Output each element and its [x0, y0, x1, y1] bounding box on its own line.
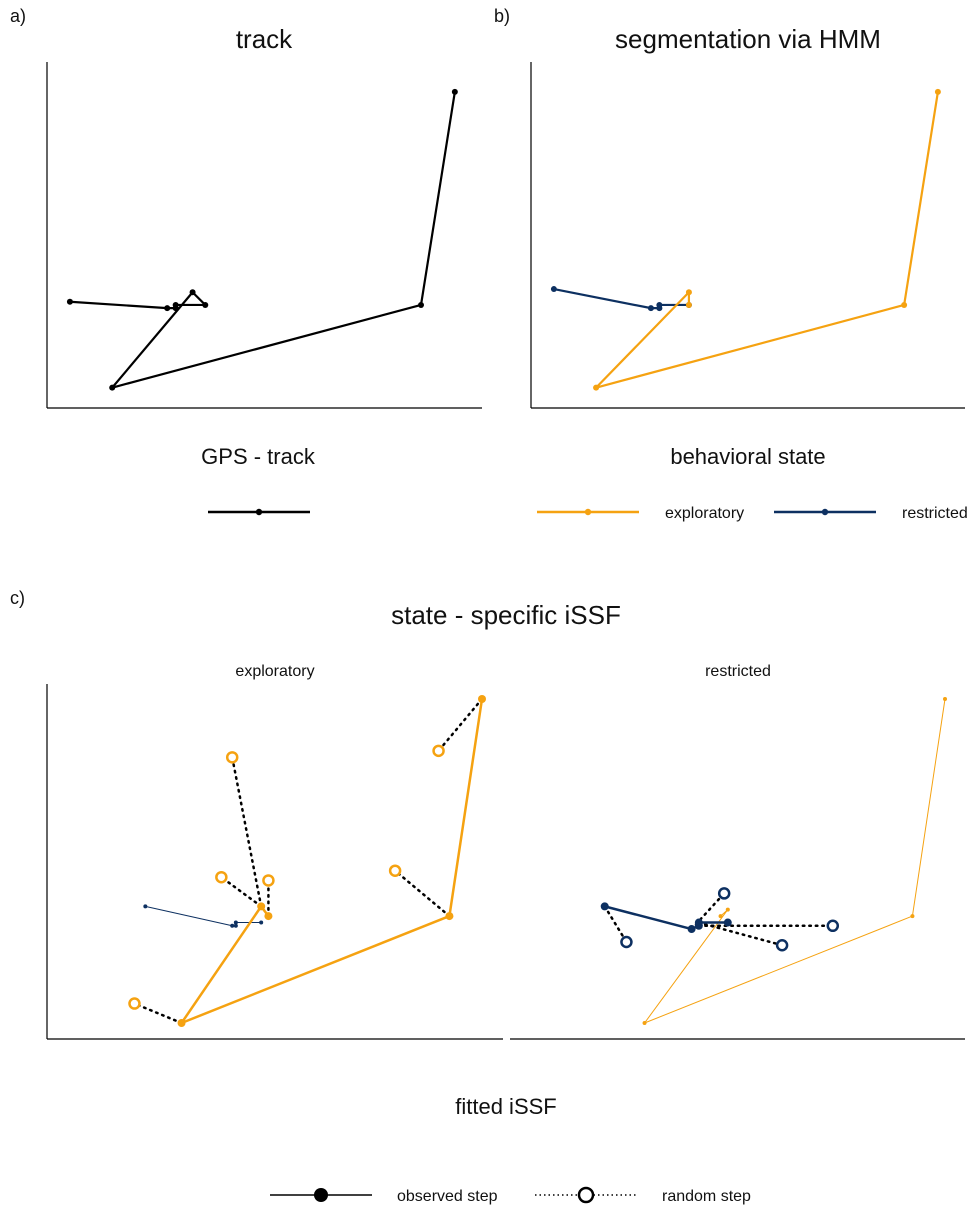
panel-b-axes — [530, 62, 965, 409]
hmm-restricted-segment-point-1 — [647, 305, 654, 312]
panel-c-legend-observed-label: observed step — [397, 1188, 498, 1205]
facet-restricted-observed-restricted-step-point-4 — [723, 918, 732, 927]
panel-c-legend-observed-key — [270, 1188, 372, 1202]
facet-restricted-random-step-2 — [826, 919, 840, 933]
track-series-0-line — [69, 91, 456, 389]
facet-restricted-other-exploratory-step-point-0 — [718, 914, 723, 919]
facet-restricted-other-exploratory-step-point-2 — [642, 1021, 647, 1025]
panel-c-legend-random-label: random step — [662, 1188, 751, 1205]
facet-exploratory-label: exploratory — [235, 663, 314, 680]
panel-b-letter: b) — [494, 6, 510, 26]
facet-exploratory-random-step-2 — [225, 751, 239, 764]
panel-b-legend-restricted-label: restricted — [902, 505, 968, 522]
panel-c-title: state - specific iSSF — [391, 600, 621, 630]
facet-restricted-other-exploratory-step-line — [644, 698, 946, 1024]
facet-restricted-observed-restricted-step-point-0 — [600, 902, 609, 911]
hmm-exploratory-segment-point-2 — [593, 384, 600, 391]
facet-restricted-observed-restricted-step-point-1 — [687, 925, 696, 934]
facet-exploratory-random-step-0 — [128, 997, 141, 1010]
facet-restricted-random-link-0 — [603, 905, 628, 944]
panel-a-legend-title: GPS - track — [201, 444, 316, 469]
panel-b-legend-exploratory-label: exploratory — [665, 505, 744, 522]
panel-c-legend-random-key — [535, 1186, 637, 1204]
panel-a-letter: a) — [10, 6, 26, 26]
facet-exploratory-other-restricted-step-line — [145, 905, 262, 927]
panel-a-plot — [66, 88, 458, 391]
panel-c-legend-title: fitted iSSF — [455, 1094, 556, 1119]
track-series-0-point-1 — [164, 305, 171, 312]
facet-exploratory-random-link-0 — [133, 1002, 183, 1025]
hmm-restricted-segment-line — [553, 287, 689, 310]
facet-exploratory-random-link-5 — [437, 697, 484, 753]
panel-b-plot — [550, 88, 941, 391]
panel-b-title: segmentation via HMM — [615, 24, 881, 54]
hmm-restricted-segment-point-0 — [550, 286, 557, 293]
facet-exploratory-random-step-1 — [215, 870, 228, 884]
facet-exploratory-random-link-4 — [393, 869, 451, 918]
track-series-0-point-3 — [172, 301, 179, 308]
facet-restricted-label: restricted — [705, 663, 771, 680]
panel-c-letter: c) — [10, 588, 25, 608]
facet-exploratory-other-restricted-step-point-0 — [143, 904, 148, 909]
hmm-exploratory-segment-point-0 — [685, 301, 692, 308]
panel-a-legend-key — [208, 508, 310, 516]
facet-exploratory-random-link-1 — [220, 875, 263, 908]
facet-restricted-random-step-0 — [620, 935, 633, 949]
facet-exploratory-observed-exploratory-step-point-1 — [257, 902, 266, 911]
hmm-exploratory-segment-point-1 — [685, 289, 692, 296]
facet-exploratory-other-restricted-step-point-1 — [230, 923, 235, 928]
facet-exploratory-random-step-4 — [388, 864, 402, 877]
facet-restricted-random-step-1 — [717, 887, 731, 900]
panel-b-legend-title: behavioral state — [670, 444, 825, 469]
facet-exploratory-plot — [128, 695, 486, 1027]
facet-restricted-random-step-3 — [775, 938, 789, 952]
track-series-0-point-5 — [189, 289, 196, 296]
facet-exploratory-random-link-2 — [230, 756, 263, 908]
track-series-0-point-4 — [202, 301, 209, 308]
facet-restricted-plot — [600, 697, 947, 1025]
facet-exploratory-other-restricted-step-point-4 — [259, 920, 264, 925]
facet-exploratory-observed-exploratory-step-point-2 — [177, 1019, 186, 1027]
facet-restricted-other-exploratory-step-point-4 — [943, 697, 947, 701]
hmm-restricted-segment-point-3 — [656, 301, 663, 308]
hmm-exploratory-segment-point-4 — [934, 88, 941, 95]
facet-exploratory-other-restricted-step-point-2 — [233, 923, 238, 928]
facet-exploratory-observed-exploratory-step-point-4 — [478, 695, 486, 703]
panel-a-title: track — [236, 24, 293, 54]
track-series-0-point-6 — [109, 384, 116, 391]
panel-b-legend-restricted-key — [774, 508, 876, 516]
track-series-0-point-0 — [66, 298, 73, 305]
facet-exploratory-other-restricted-step-point-3 — [233, 920, 238, 925]
track-series-0-point-8 — [451, 88, 458, 95]
panel-c-axes — [46, 684, 965, 1040]
facet-restricted-other-exploratory-step-point-1 — [725, 907, 730, 912]
facet-exploratory-observed-exploratory-step-point-0 — [264, 912, 273, 921]
facet-restricted-random-link-3 — [697, 921, 784, 947]
panel-b-legend-exploratory-key — [537, 508, 639, 516]
facet-exploratory-observed-exploratory-step-point-3 — [445, 912, 454, 921]
facet-exploratory-random-step-5 — [432, 744, 445, 758]
facet-exploratory-random-step-3 — [262, 874, 275, 887]
track-series-0-point-7 — [418, 301, 425, 308]
hmm-exploratory-segment-point-3 — [901, 301, 908, 308]
hmm-exploratory-segment-line — [594, 91, 939, 389]
facet-restricted-other-exploratory-step-point-3 — [910, 914, 915, 919]
panel-a-axes — [46, 62, 482, 409]
facet-restricted-observed-restricted-step-point-3 — [694, 918, 703, 927]
